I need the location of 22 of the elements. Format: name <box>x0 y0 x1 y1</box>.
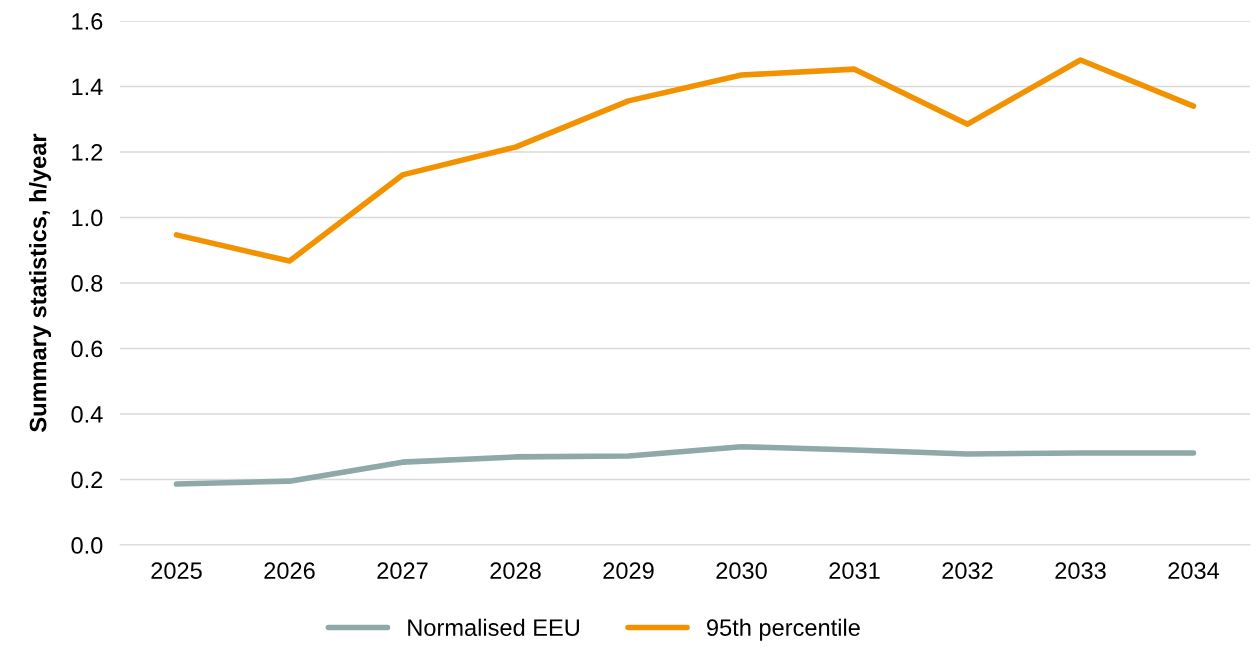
y-tick-label: 0.2 <box>71 471 103 489</box>
x-tick-label: 2030 <box>716 562 767 580</box>
x-tick-label: 2025 <box>151 562 202 580</box>
x-tick-label: 2034 <box>1168 562 1220 580</box>
x-tick-label: 2029 <box>603 562 654 580</box>
y-tick-label: 1.0 <box>72 209 103 227</box>
y-axis-title: Summary statistics, h/year <box>29 133 52 432</box>
x-tick-label: 2032 <box>942 562 993 580</box>
x-tick-label: 2027 <box>377 562 428 580</box>
y-tick-label: 0.0 <box>71 537 103 554</box>
legend-label: Normalised EEU <box>408 618 579 636</box>
y-tick-label: 1.4 <box>72 78 103 96</box>
y-tick-label: 0.8 <box>71 275 103 292</box>
y-tick-label: 1.2 <box>72 144 103 161</box>
legend-label: 95th percentile <box>707 618 860 641</box>
y-tick-label: 0.6 <box>71 340 103 358</box>
x-tick-label: 2033 <box>1055 562 1106 580</box>
y-tick-label: 1.6 <box>72 13 103 30</box>
x-tick-label: 2026 <box>264 562 315 580</box>
x-tick-label: 2031 <box>829 562 880 580</box>
y-tick-label: 0.4 <box>71 406 103 423</box>
x-tick-label: 2028 <box>490 562 541 580</box>
